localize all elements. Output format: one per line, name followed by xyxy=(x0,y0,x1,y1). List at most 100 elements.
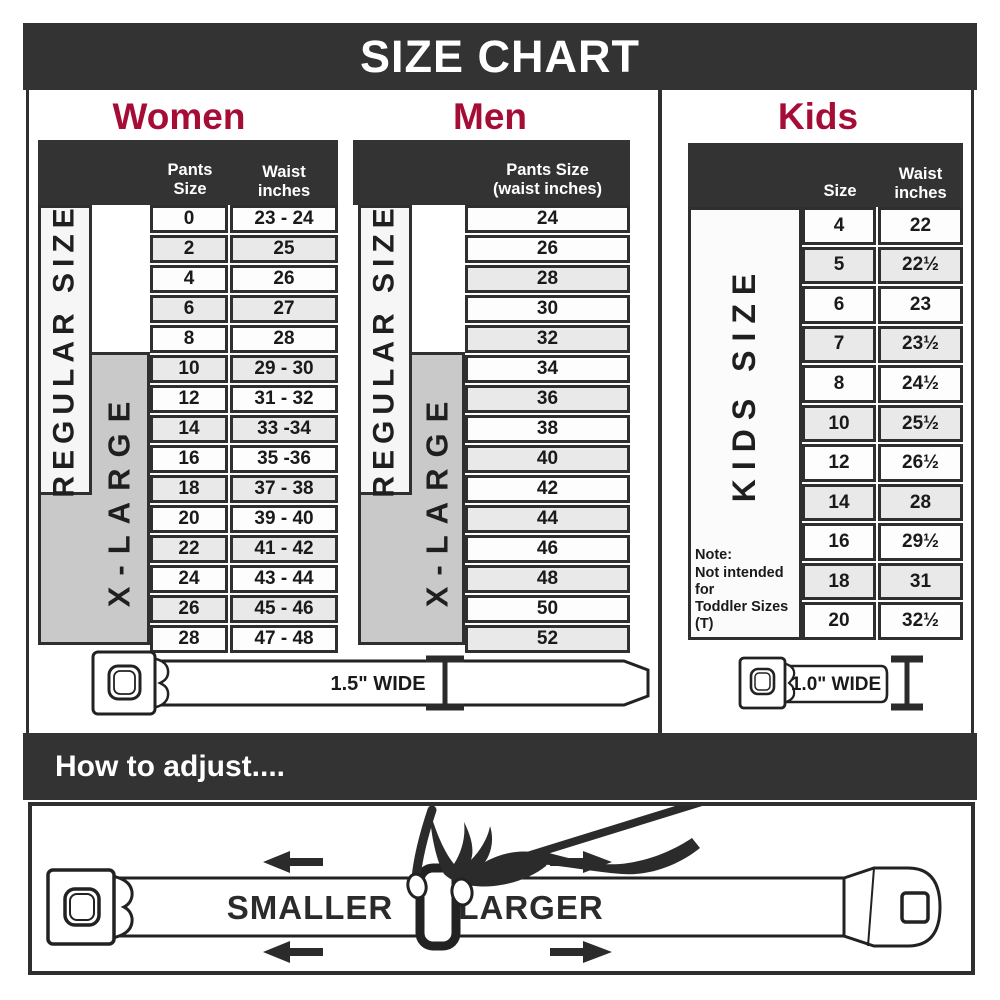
pants-size-cell: 34 xyxy=(465,355,630,383)
slider-adjuster-icon xyxy=(415,863,461,951)
kids-belt-width-label: 1.0" WIDE xyxy=(791,674,881,695)
pants-size-cell: 50 xyxy=(465,595,630,623)
pants-size-cell: 10 xyxy=(150,355,228,383)
women-regular-label: REGULAR SIZE xyxy=(48,202,82,498)
waist-cell: 27 xyxy=(230,295,338,323)
pants-size-cell: 20 xyxy=(150,505,228,533)
table-row: 10 29 - 30 xyxy=(150,355,338,383)
adult-width-ibeam-icon xyxy=(426,655,464,711)
waist-cell: 45 - 46 xyxy=(230,595,338,623)
waist-cell: 28 xyxy=(878,483,963,522)
waist-cell: 33 -34 xyxy=(230,415,338,443)
table-row: 26 xyxy=(465,235,630,263)
waist-cell: 29 - 30 xyxy=(230,355,338,383)
waist-cell: 22½ xyxy=(878,246,963,285)
women-xlarge-label: X-LARGE xyxy=(101,390,137,607)
table-row: 6 27 xyxy=(150,295,338,323)
table-row: 0 23 - 24 xyxy=(150,205,338,233)
adjustment-illustration: SMALLER LARGER xyxy=(46,806,942,963)
waist-cell: 39 - 40 xyxy=(230,505,338,533)
waist-cell: 37 - 38 xyxy=(230,475,338,503)
size-cell: 8 xyxy=(802,365,876,403)
pants-size-cell: 42 xyxy=(465,475,630,503)
men-regular-label: REGULAR SIZE xyxy=(368,202,402,498)
pants-size-cell: 36 xyxy=(465,385,630,413)
pants-size-cell: 48 xyxy=(465,565,630,593)
waist-cell: 25 xyxy=(230,235,338,263)
size-cell: 5 xyxy=(802,246,876,285)
pants-size-cell: 26 xyxy=(465,235,630,263)
table-row: 20 32½ xyxy=(802,602,963,641)
pants-size-cell: 40 xyxy=(465,445,630,473)
smaller-label: SMALLER xyxy=(227,889,394,926)
waist-cell: 22 xyxy=(878,207,963,245)
kids-waist-column-header: Waist inches xyxy=(894,165,947,203)
kids-belt-strap xyxy=(783,664,889,704)
table-row: 8 28 xyxy=(150,325,338,353)
table-row: 10 25½ xyxy=(802,404,963,443)
table-row: 18 31 xyxy=(802,562,963,601)
kids-heading: Kids xyxy=(777,96,859,137)
table-row: 7 23½ xyxy=(802,325,963,364)
size-cell: 18 xyxy=(802,562,876,601)
men-table-rows: 24 26 28 30 32 34 36 38 40 42 44 46 48 50 52 xyxy=(465,205,630,653)
pants-size-cell: 46 xyxy=(465,535,630,563)
table-row: 34 xyxy=(465,355,630,383)
table-row: 12 26½ xyxy=(802,444,963,482)
women-xlarge-extension xyxy=(38,495,92,645)
table-row: 40 xyxy=(465,445,630,473)
kids-width-ibeam-icon xyxy=(891,655,923,711)
women-regular-box: REGULAR SIZE xyxy=(38,202,92,498)
pants-size-cell: 44 xyxy=(465,505,630,533)
pants-size-cell: 8 xyxy=(150,325,228,353)
table-row: 14 28 xyxy=(802,483,963,522)
pants-size-cell: 28 xyxy=(465,265,630,293)
pants-size-cell: 30 xyxy=(465,295,630,323)
pants-size-cell: 4 xyxy=(150,265,228,293)
men-table-header: Pants Size (waist inches) xyxy=(353,140,630,205)
table-row: 24 xyxy=(465,205,630,233)
size-cell: 12 xyxy=(802,444,876,482)
pants-size-cell: 38 xyxy=(465,415,630,443)
table-row: 46 xyxy=(465,535,630,563)
waist-cell: 24½ xyxy=(878,365,963,403)
pants-size-cell: 2 xyxy=(150,235,228,263)
waist-cell: 35 -36 xyxy=(230,445,338,473)
waist-cell: 43 - 44 xyxy=(230,565,338,593)
how-to-adjust-heading: How to adjust.... xyxy=(55,749,285,783)
table-row: 28 47 - 48 xyxy=(150,625,338,653)
kids-table-header: Size Waist inches xyxy=(688,143,963,207)
table-row: 28 xyxy=(465,265,630,293)
table-row: 48 xyxy=(465,565,630,593)
pants-size-cell: 32 xyxy=(465,325,630,353)
table-row: 24 43 - 44 xyxy=(150,565,338,593)
table-row: 52 xyxy=(465,625,630,653)
waist-cell: 28 xyxy=(230,325,338,353)
table-row: 20 39 - 40 xyxy=(150,505,338,533)
table-row: 2 25 xyxy=(150,235,338,263)
size-cell: 6 xyxy=(802,286,876,324)
pants-size-cell: 12 xyxy=(150,385,228,413)
size-cell: 20 xyxy=(802,602,876,641)
size-chart-banner: SIZE CHART xyxy=(23,23,977,90)
latch-slot xyxy=(900,891,930,924)
smaller-arrows-icon xyxy=(263,851,323,963)
waist-cell: 31 - 32 xyxy=(230,385,338,413)
women-xlarge-box: X-LARGE xyxy=(92,352,150,645)
table-row: 50 xyxy=(465,595,630,623)
men-heading: Men xyxy=(453,96,527,137)
waist-cell: 26 xyxy=(230,265,338,293)
adult-belt-illustration: 1.5" WIDE xyxy=(91,650,650,716)
kids-size-box: KIDS SIZE Note: Not intended for Toddler… xyxy=(688,207,802,640)
men-xlarge-extension xyxy=(358,495,412,645)
table-row: 8 24½ xyxy=(802,365,963,403)
men-xlarge-box: X-LARGE xyxy=(412,352,465,645)
pulling-hand-icon xyxy=(406,806,711,907)
pants-size-cell: 24 xyxy=(465,205,630,233)
table-row: 18 37 - 38 xyxy=(150,475,338,503)
waist-cell: 26½ xyxy=(878,444,963,482)
waist-cell: 29½ xyxy=(878,523,963,561)
women-waist-column-header: Waist inches xyxy=(257,163,311,201)
pants-size-cell: 16 xyxy=(150,445,228,473)
men-column-header: Pants Size (waist inches) xyxy=(492,161,603,199)
